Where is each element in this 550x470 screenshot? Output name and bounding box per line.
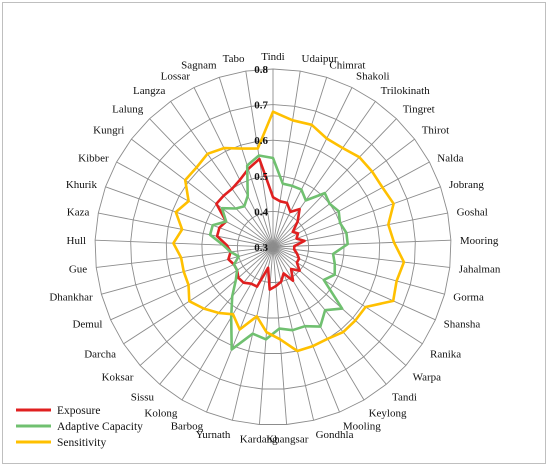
spoke-line bbox=[272, 77, 328, 248]
legend-label: Adaptive Capacity bbox=[57, 421, 143, 433]
category-label: Sissu bbox=[131, 391, 155, 403]
category-label: Shakoli bbox=[356, 70, 390, 82]
category-label: Tingret bbox=[403, 103, 435, 115]
category-label: Jobrang bbox=[449, 179, 484, 191]
tick-label: 0.6 bbox=[254, 135, 268, 147]
category-label: Kibber bbox=[78, 153, 109, 165]
category-label: Koksar bbox=[102, 371, 134, 383]
spoke-line bbox=[272, 246, 315, 421]
spoke-line bbox=[149, 118, 274, 248]
spoke-line bbox=[272, 246, 450, 268]
category-label: Kolong bbox=[144, 408, 178, 420]
grid-ring bbox=[94, 68, 452, 425]
radar-spokes bbox=[95, 69, 451, 425]
category-label: Warpa bbox=[413, 371, 442, 383]
category-label: Kaza bbox=[67, 206, 90, 218]
category-label: Goshal bbox=[457, 206, 488, 218]
category-label: Barbog bbox=[171, 420, 204, 432]
grid-ring bbox=[165, 139, 381, 354]
spoke-line bbox=[193, 87, 274, 248]
category-label: Lossar bbox=[161, 70, 191, 82]
category-label: Ranika bbox=[430, 349, 461, 361]
category-label: Tandi bbox=[392, 391, 417, 403]
spoke-line bbox=[272, 101, 376, 248]
legend-label: Exposure bbox=[57, 405, 100, 417]
category-label: Yurnath bbox=[196, 429, 231, 441]
category-label: Shansha bbox=[444, 319, 481, 331]
category-label: Trilokinath bbox=[381, 85, 431, 97]
category-label: Darcha bbox=[84, 349, 116, 361]
category-label: Thirot bbox=[422, 125, 450, 137]
category-label: Nalda bbox=[437, 153, 463, 165]
spoke-line bbox=[116, 161, 274, 248]
tick-label: 0.4 bbox=[254, 206, 268, 218]
grid-ring bbox=[130, 104, 416, 390]
category-label: Chimrat bbox=[329, 60, 365, 72]
category-label: Udaipur bbox=[302, 53, 338, 65]
spoke-line bbox=[181, 246, 274, 401]
category-label: Langza bbox=[133, 85, 165, 97]
category-label: Keylong bbox=[369, 408, 407, 420]
category-label: Jahalman bbox=[459, 263, 501, 275]
spoke-line bbox=[272, 246, 288, 425]
legend: Exposure Adaptive Capacity Sensitivity bbox=[16, 405, 143, 449]
category-label: Hull bbox=[67, 235, 87, 247]
spoke-line bbox=[258, 246, 274, 425]
category-label: Khurik bbox=[66, 179, 98, 191]
spoke-line bbox=[272, 138, 415, 248]
radial-tick-labels: 0.3 0.4 0.5 0.6 0.7 0.8 bbox=[254, 64, 268, 254]
spoke-line bbox=[139, 246, 274, 366]
spoke-line bbox=[131, 138, 274, 248]
spoke-line bbox=[123, 246, 274, 345]
spoke-line bbox=[272, 118, 397, 248]
category-label: Gorma bbox=[453, 292, 484, 304]
category-label: Mooring bbox=[460, 235, 499, 247]
spoke-line bbox=[272, 186, 441, 248]
tick-label: 0.8 bbox=[254, 64, 268, 76]
grid-ring bbox=[236, 210, 310, 283]
spoke-line bbox=[95, 239, 274, 248]
category-label: Kungri bbox=[93, 125, 124, 137]
category-label: Sagnam bbox=[181, 60, 217, 72]
category-label: Demul bbox=[72, 319, 102, 331]
category-label: Dhankhar bbox=[49, 292, 93, 304]
radar-chart: 0.30.40.50.60.70.8 Tindi UdaipurChimratSh… bbox=[16, 51, 501, 449]
spoke-line bbox=[96, 246, 274, 268]
spoke-line bbox=[105, 186, 274, 248]
radar-series bbox=[172, 110, 406, 353]
spoke-line bbox=[170, 101, 274, 248]
chart-frame: 0.3 0.4 0.5 0.6 0.7 0.8 Tindi Udaipur Chimrat Sh… bbox=[2, 2, 546, 464]
category-label: Gue bbox=[69, 263, 87, 275]
tick-label: 0.7 bbox=[254, 100, 268, 112]
category-label: Lalung bbox=[112, 103, 144, 115]
spoke-line bbox=[159, 246, 274, 385]
spoke-line bbox=[110, 246, 274, 321]
spoke-line bbox=[272, 246, 445, 295]
tick-label: 0.3 bbox=[254, 242, 268, 254]
category-label: Tindi bbox=[261, 51, 284, 63]
spoke-line bbox=[218, 77, 274, 248]
tick-label: 0.5 bbox=[254, 171, 268, 183]
spoke-line bbox=[272, 71, 301, 248]
category-label: Mooling bbox=[343, 420, 381, 432]
series-line-sensitivity bbox=[172, 110, 406, 353]
category-label: Gondhla bbox=[316, 429, 354, 441]
category-label: Kardang bbox=[240, 434, 278, 446]
spoke-line bbox=[272, 87, 353, 248]
spoke-line bbox=[98, 212, 274, 248]
legend-label: Sensitivity bbox=[57, 437, 106, 449]
grid-ring bbox=[201, 175, 345, 319]
category-label: Tabo bbox=[223, 53, 245, 65]
spoke-line bbox=[101, 246, 274, 295]
category-label: Khangsar bbox=[266, 434, 308, 446]
spoke-line bbox=[272, 239, 451, 248]
radar-grid bbox=[94, 68, 452, 425]
spoke-line bbox=[272, 246, 365, 401]
